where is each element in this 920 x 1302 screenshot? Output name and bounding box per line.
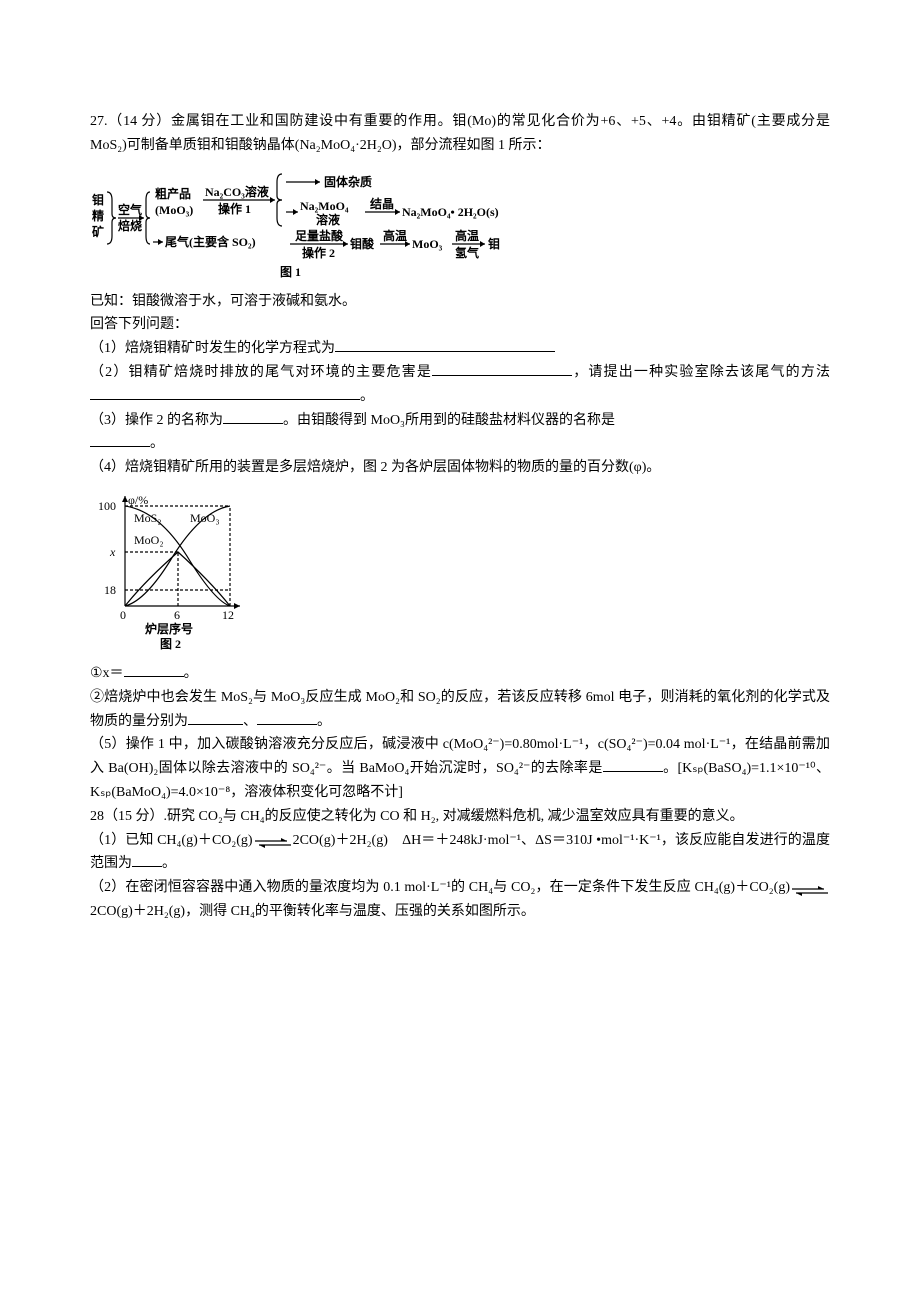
fig1-roast: 焙烧 bbox=[118, 218, 142, 233]
fig1-solution: 溶液 bbox=[316, 212, 340, 227]
fig1-tailgas: 尾气(主要含 SO₂) bbox=[165, 234, 256, 249]
q27-p4-1: ①x＝。 bbox=[90, 662, 830, 686]
q27-p2: （2）钼精矿焙烧时排放的尾气对环境的主要危害是，请提出一种实验室除去该尾气的方法… bbox=[90, 361, 830, 409]
fig1-caption: 图 1 bbox=[280, 265, 301, 279]
fig1-op2: 操作 2 bbox=[302, 245, 335, 260]
q27-p3b: 。 bbox=[90, 432, 830, 456]
svg-text:100: 100 bbox=[98, 499, 116, 513]
fig1-na2co3: Na₂CO₃溶液 bbox=[205, 184, 269, 199]
svg-text:6: 6 bbox=[174, 608, 180, 622]
equilibrium-icon-2 bbox=[790, 882, 830, 894]
fig1-product: Na₂MoO₄• 2H₂O(s) bbox=[402, 205, 499, 219]
fig1-left3: 矿 bbox=[92, 224, 104, 239]
svg-text:x: x bbox=[109, 545, 116, 559]
fig1-mo: 钼 bbox=[488, 236, 500, 251]
fig1-molybdic: 钼酸 bbox=[350, 236, 375, 251]
q27-p5: （5）操作 1 中，加入碳酸钠溶液充分反应后，碱浸液中 c(MoO₄²⁻)=0.… bbox=[90, 733, 830, 804]
svg-text:MoO₃: MoO₃ bbox=[190, 511, 220, 525]
svg-text:0: 0 bbox=[120, 608, 126, 622]
q27-known: 已知：钼酸微溶于水，可溶于液碱和氨水。 bbox=[90, 290, 830, 314]
q27-p3: （3）操作 2 的名称为。由钼酸得到 MoO₃所用到的硅酸盐材料仪器的名称是 bbox=[90, 409, 830, 433]
q28-p1: （1）已知 CH₄(g)＋CO₂(g)2CO(g)＋2H₂(g) ΔH＝＋248… bbox=[90, 829, 830, 877]
fig1-na2moo4: Na₂MoO₄ bbox=[300, 199, 349, 213]
svg-text:18: 18 bbox=[104, 583, 116, 597]
svg-text:MoO₂: MoO₂ bbox=[134, 533, 164, 547]
equilibrium-icon bbox=[253, 834, 293, 846]
q27-p4: （4）焙烧钼精矿所用的装置是多层焙烧炉，图 2 为各炉层固体物料的物质的量的百分… bbox=[90, 456, 830, 480]
q27-answer-prompt: 回答下列问题： bbox=[90, 313, 830, 337]
fig1-ht1: 高温 bbox=[383, 228, 407, 243]
svg-text:MoS₂: MoS₂ bbox=[134, 511, 162, 525]
fig1-h2: 氢气 bbox=[455, 245, 479, 260]
fig1-op1: 操作 1 bbox=[218, 201, 251, 216]
figure-1: text { font-family: SimSun, serif; font-… bbox=[90, 164, 830, 284]
q27-heading: 27.（14 分）金属钼在工业和国防建设中有重要的作用。钼(Mo)的常见化合价为… bbox=[90, 110, 830, 158]
q28-p2: （2）在密闭恒容容器中通入物质的量浓度均为 0.1 mol·L⁻¹的 CH₄与 … bbox=[90, 876, 830, 924]
svg-text:φ/%: φ/% bbox=[128, 493, 148, 507]
q28-heading: 28（15 分）.研究 CO₂与 CH₄的反应使之转化为 CO 和 H₂, 对减… bbox=[90, 805, 830, 829]
fig1-air: 空气 bbox=[118, 202, 142, 217]
fig1-left2: 精 bbox=[92, 208, 104, 223]
fig1-crude: 粗产品 bbox=[155, 186, 191, 201]
svg-text:图 2: 图 2 bbox=[160, 637, 181, 651]
svg-text:12: 12 bbox=[222, 608, 234, 622]
fig1-solid: 固体杂质 bbox=[324, 174, 372, 189]
fig1-crystal: 结晶 bbox=[370, 196, 394, 211]
fig1-ht2: 高温 bbox=[455, 228, 479, 243]
fig1-hcl: 足量盐酸 bbox=[295, 228, 344, 243]
fig1-moo3: (MoO₃) bbox=[155, 203, 193, 217]
fig1-moo3-2: MoO₃ bbox=[412, 237, 443, 251]
q27-p4-2: ②焙烧炉中也会发生 MoS₂与 MoO₃反应生成 MoO₂和 SO₂的反应，若该… bbox=[90, 686, 830, 734]
q27-p1: （1）焙烧钼精矿时发生的化学方程式为 bbox=[90, 337, 830, 361]
figure-2: text { font-family: SimSun, serif; font-… bbox=[90, 486, 830, 656]
svg-text:炉层序号: 炉层序号 bbox=[145, 621, 193, 636]
fig1-left1: 钼 bbox=[92, 192, 104, 207]
